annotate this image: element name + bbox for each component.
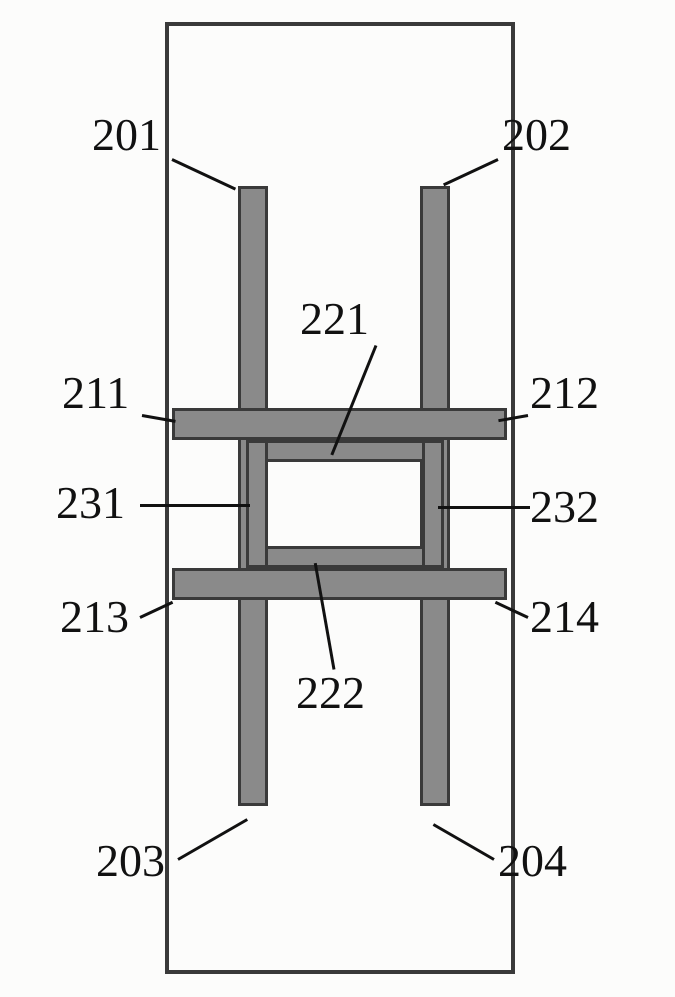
label-213: 213 xyxy=(60,594,129,640)
label-231: 231 xyxy=(56,480,125,526)
label-201: 201 xyxy=(92,112,161,158)
bar-221 xyxy=(246,440,444,462)
diagram-stage: 201 202 221 211 212 231 232 213 214 222 … xyxy=(0,0,675,997)
label-203: 203 xyxy=(96,838,165,884)
bar-222 xyxy=(246,546,444,568)
outer-rect xyxy=(165,22,515,974)
label-221: 221 xyxy=(300,296,369,342)
label-212: 212 xyxy=(530,370,599,416)
label-214: 214 xyxy=(530,594,599,640)
label-232: 232 xyxy=(530,484,599,530)
label-204: 204 xyxy=(498,838,567,884)
leader-232 xyxy=(438,506,530,509)
leader-231 xyxy=(140,504,250,507)
bar-232 xyxy=(422,440,444,568)
bar-213-214 xyxy=(172,568,507,600)
label-202: 202 xyxy=(502,112,571,158)
label-222: 222 xyxy=(296,670,365,716)
label-211: 211 xyxy=(62,370,129,416)
